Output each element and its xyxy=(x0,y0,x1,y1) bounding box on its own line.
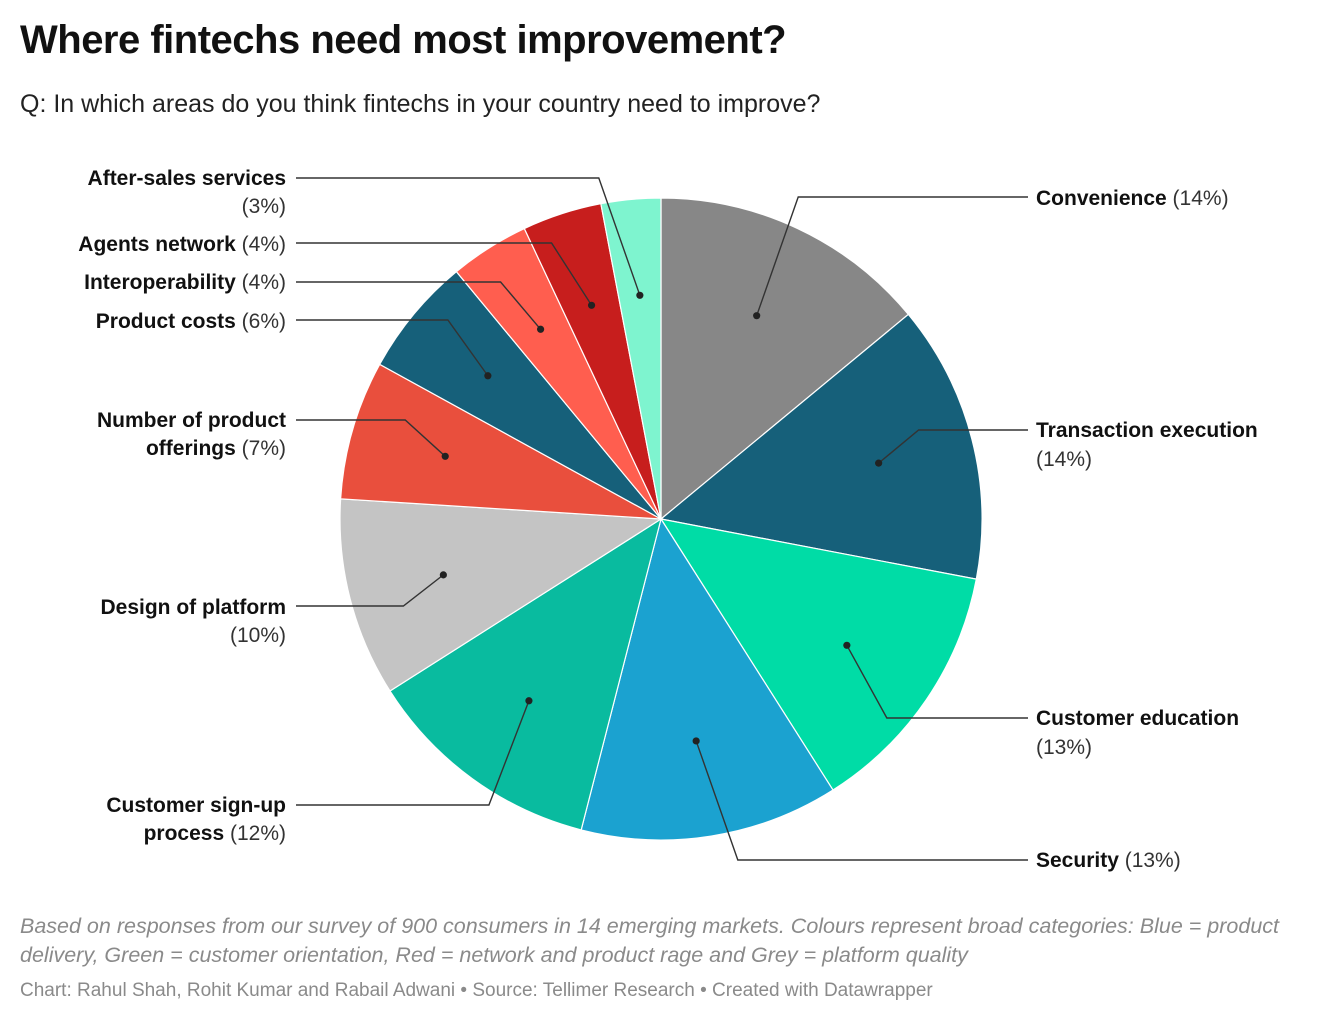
slice-label-number-of-product-offerings-line2: offerings (7%) xyxy=(146,437,286,460)
chart-byline: Chart: Rahul Shah, Rohit Kumar and Rabai… xyxy=(20,980,933,1001)
leader-dot-number-of-product-offerings xyxy=(441,452,449,460)
leader-dot-customer-sign-up-process xyxy=(525,697,533,705)
slice-label-number-of-product-offerings-line1: Number of product xyxy=(97,409,286,432)
leader-lines xyxy=(296,177,1028,861)
leader-line-design-of-platform xyxy=(296,574,444,607)
pie-slice-customer-sign-up-process xyxy=(389,517,662,831)
leader-dot-customer-education xyxy=(843,641,851,649)
leader-line-customer-sign-up-process xyxy=(296,700,530,806)
slice-label-after-sales-services-line1: After-sales services xyxy=(88,167,286,190)
leader-line-product-costs xyxy=(296,319,489,377)
slice-label-security: Security (13%) xyxy=(1036,849,1181,872)
leader-dot-product-costs xyxy=(484,372,492,380)
pie-slice-number-of-product-offerings xyxy=(339,363,662,520)
leader-line-convenience xyxy=(756,196,1028,316)
leader-line-after-sales-services xyxy=(296,177,641,296)
slice-label-customer-education-line1: Customer education xyxy=(1036,707,1239,730)
leader-line-interoperability xyxy=(296,281,542,330)
leader-dot-agents-network xyxy=(587,301,596,309)
leader-line-customer-education xyxy=(846,644,1028,719)
leader-dot-interoperability xyxy=(536,325,545,333)
leader-dot-after-sales-services xyxy=(636,291,644,299)
pie-chart: Convenience (14%) Transaction execution (1… xyxy=(78,167,1257,872)
leader-dot-convenience xyxy=(753,312,761,320)
slice-label-interoperability: Interoperability (4%) xyxy=(84,271,286,294)
pie-slice-security xyxy=(580,517,834,841)
chart-title: Where fintechs need most improvement? xyxy=(20,18,787,62)
leader-dot-transaction-execution xyxy=(875,459,883,467)
slice-label-customer-education-line2: (13%) xyxy=(1036,736,1092,759)
leader-line-security xyxy=(695,740,1028,861)
leader-dot-design-of-platform xyxy=(439,571,447,579)
slice-label-customer-sign-up-process-line1: Customer sign-up xyxy=(106,794,286,817)
slice-label-design-of-platform-line2: (10%) xyxy=(230,624,286,647)
slice-label-convenience: Convenience (14%) xyxy=(1036,187,1229,210)
chart-notes: Based on responses from our survey of 90… xyxy=(20,914,1279,967)
pie-slice-customer-education xyxy=(659,518,978,791)
pie-slice-after-sales-services xyxy=(600,197,662,520)
leader-line-number-of-product-offerings xyxy=(296,419,446,457)
leader-line-transaction-execution xyxy=(878,429,1028,464)
slice-label-transaction-execution-line1: Transaction execution xyxy=(1036,419,1258,442)
pie-slices xyxy=(339,197,983,841)
leader-dot-security xyxy=(692,737,700,745)
pie-slice-product-costs xyxy=(378,270,662,520)
slice-label-product-costs: Product costs (6%) xyxy=(96,310,286,333)
pie-slice-convenience xyxy=(660,197,910,521)
slice-label-design-of-platform-line1: Design of platform xyxy=(100,596,286,619)
slice-label-customer-sign-up-process-line2: process (12%) xyxy=(144,822,286,845)
pie-slice-transaction-execution xyxy=(659,313,983,580)
slice-labels: Convenience (14%) Transaction execution (1… xyxy=(78,167,1257,872)
slice-label-after-sales-services-line2: (3%) xyxy=(242,195,286,218)
pie-slice-design-of-platform xyxy=(339,498,663,692)
leader-line-agents-network xyxy=(296,242,593,306)
slice-label-agents-network: Agents network (4%) xyxy=(78,233,286,256)
slice-label-transaction-execution-line2: (14%) xyxy=(1036,448,1092,471)
chart-subtitle: Q: In which areas do you think fintechs … xyxy=(20,90,821,118)
